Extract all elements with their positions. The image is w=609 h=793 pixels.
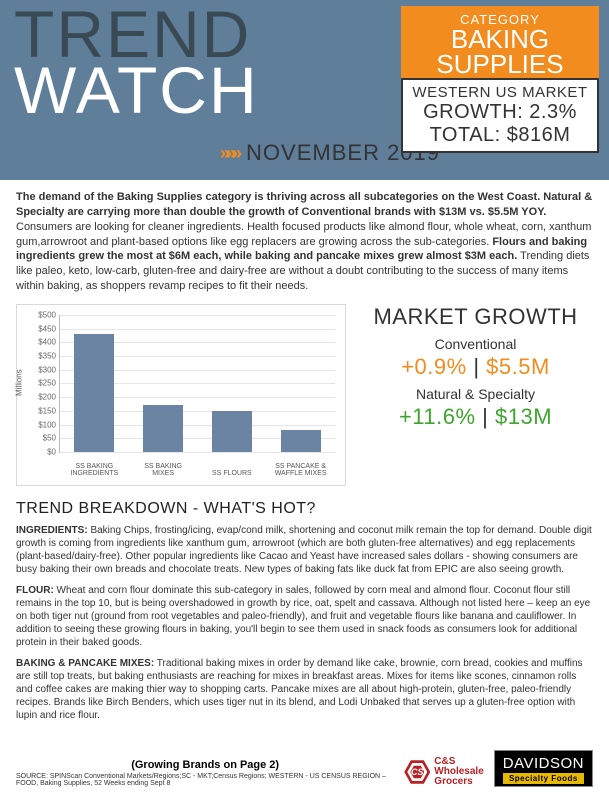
- intro-paragraph: The demand of the Baking Supplies catego…: [0, 180, 609, 300]
- main-title: TREND WATCH: [14, 6, 259, 118]
- y-tick: $200: [24, 393, 56, 402]
- y-tick: $300: [24, 365, 56, 374]
- cs-logo-text: C&S Wholesale Grocers: [434, 757, 483, 787]
- category-name-2: SUPPLIES: [405, 52, 595, 77]
- breakdown-block: FLOUR: Wheat and corn flour dominate thi…: [0, 580, 609, 653]
- chart-bar: [281, 430, 321, 452]
- intro-bold-1: The demand of the Baking Supplies catego…: [16, 191, 592, 218]
- x-tick: SS BAKING MIXES: [133, 463, 193, 478]
- chevron-icon: »»»: [220, 143, 238, 164]
- y-tick: $350: [24, 352, 56, 361]
- market-growth-panel: MARKET GROWTH Conventional +0.9% | $5.5M…: [358, 304, 593, 430]
- footer: (Growing Brands on Page 2) SOURCE: SPINS…: [0, 750, 609, 787]
- cs-logo: CS C&S Wholesale Grocers: [404, 757, 483, 787]
- breakdown-block: INGREDIENTS: Baking Chips, frosting/icin…: [0, 520, 609, 580]
- market-summary-box: WESTERN US MARKET GROWTH: 2.3% TOTAL: $8…: [401, 78, 599, 153]
- nat-pct: +11.6%: [399, 404, 476, 429]
- y-tick: $250: [24, 379, 56, 388]
- natural-value: +11.6% | $13M: [358, 404, 593, 430]
- y-tick: $150: [24, 406, 56, 415]
- x-tick: SS PANCAKE & WAFFLE MIXES: [271, 463, 331, 478]
- growth-title: MARKET GROWTH: [358, 304, 593, 330]
- chart-bar: [74, 334, 114, 452]
- breakdown-block: BAKING & PANCAKE MIXES: Traditional baki…: [0, 653, 609, 726]
- y-tick: $450: [24, 324, 56, 333]
- davidson-logo: DAVIDSON Specialty Foods: [494, 750, 593, 787]
- block-lead: INGREDIENTS:: [16, 525, 88, 536]
- market-region: WESTERN US MARKET: [407, 84, 593, 101]
- nat-amt: $13M: [495, 404, 552, 429]
- conv-amt: $5.5M: [486, 354, 550, 379]
- davidson-main: DAVIDSON: [503, 755, 584, 772]
- conventional-value: +0.9% | $5.5M: [358, 354, 593, 380]
- y-tick: $400: [24, 338, 56, 347]
- block-body: Baking Chips, frosting/icing, evap/cond …: [16, 525, 592, 575]
- title-line2: WATCH: [14, 62, 259, 118]
- breakdown-header: TREND BREAKDOWN - WHAT'S HOT?: [0, 492, 609, 520]
- mid-section: $0 $50 $100 $150 $200 $250 $300 $350 $400 $450 $50…: [0, 300, 609, 492]
- conventional-label: Conventional: [358, 336, 593, 352]
- bar-chart: $0 $50 $100 $150 $200 $250 $300 $350 $400 $450 $50…: [16, 304, 346, 486]
- page-note: (Growing Brands on Page 2): [16, 759, 394, 771]
- y-tick: $100: [24, 420, 56, 429]
- y-tick: $500: [24, 310, 56, 319]
- category-box: CATEGORY BAKING SUPPLIES: [401, 6, 599, 80]
- y-axis-title: Millions: [15, 369, 24, 396]
- chart-bar: [143, 405, 183, 452]
- hexagon-icon: CS: [404, 759, 430, 785]
- conv-pct: +0.9%: [401, 354, 467, 379]
- hex-letters: CS: [410, 765, 424, 779]
- natural-label: Natural & Specialty: [358, 386, 593, 402]
- category-name-1: BAKING: [405, 27, 595, 52]
- footer-text: (Growing Brands on Page 2) SOURCE: SPINS…: [16, 759, 394, 787]
- block-lead: FLOUR:: [16, 585, 54, 596]
- market-growth: GROWTH: 2.3%: [407, 101, 593, 124]
- block-body: Wheat and corn flour dominate this sub-c…: [16, 585, 590, 648]
- market-total: TOTAL: $816M: [407, 124, 593, 147]
- y-tick: $0: [24, 447, 56, 456]
- x-tick: SS FLOURS: [202, 470, 262, 478]
- source-text: SOURCE: SPINScan Conventional Markets/Re…: [16, 773, 394, 787]
- cs-line3: Grocers: [434, 777, 483, 787]
- davidson-sub: Specialty Foods: [503, 773, 584, 784]
- block-lead: BAKING & PANCAKE MIXES:: [16, 658, 154, 669]
- chart-bar: [212, 411, 252, 452]
- y-tick: $50: [24, 434, 56, 443]
- header-banner: TREND WATCH »»» NOVEMBER 2019 CATEGORY B…: [0, 0, 609, 180]
- x-tick: SS BAKING INGREDIENTS: [64, 463, 124, 478]
